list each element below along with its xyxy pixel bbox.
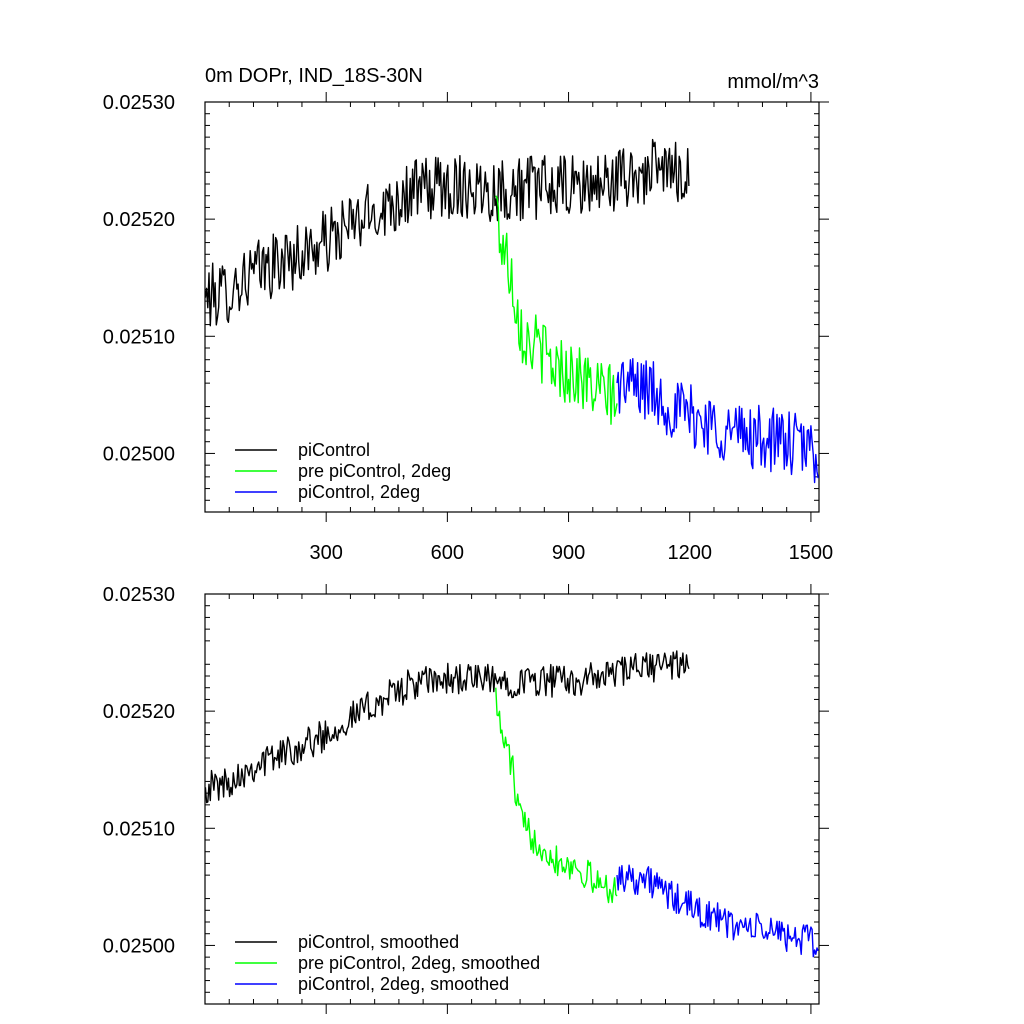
x-tick-label: 300 bbox=[309, 542, 342, 564]
legend-label: pre piControl, 2deg, smoothed bbox=[298, 953, 540, 973]
y-tick-label: 0.02500 bbox=[103, 443, 175, 465]
chart-panel-bottom: 0.02500 0.02510 0.02520 0.02530 piControl, s… bbox=[103, 584, 829, 1014]
x-tick-label: 1500 bbox=[789, 542, 834, 564]
chart-title: 0m DOPr, IND_18S-30N bbox=[205, 65, 423, 87]
y-tick-label: 0.02520 bbox=[103, 701, 175, 723]
series-line bbox=[495, 195, 618, 425]
y-tick-label: 0.02510 bbox=[103, 818, 175, 840]
legend-label: piControl, 2deg, smoothed bbox=[298, 974, 509, 994]
plot-frame bbox=[204, 101, 820, 513]
y-tick-label: 0.02500 bbox=[103, 935, 175, 957]
series-line bbox=[616, 358, 819, 484]
y-tick-label: 0.02530 bbox=[103, 92, 175, 114]
series-line bbox=[204, 650, 690, 804]
plot-frame bbox=[204, 593, 820, 1005]
legend-label: piControl bbox=[298, 440, 370, 460]
series-line bbox=[616, 864, 819, 958]
x-tick-label: 900 bbox=[552, 542, 585, 564]
series-line bbox=[204, 138, 690, 327]
x-tick-label: 1200 bbox=[667, 542, 712, 564]
chart-panel-top: 300 600 900 1200 1500 0.02500 0.02510 0.02520 0.… bbox=[103, 65, 833, 564]
x-tick-label: 600 bbox=[431, 542, 464, 564]
legend-label: piControl, smoothed bbox=[298, 932, 459, 952]
units-label: mmol/m^3 bbox=[727, 71, 819, 93]
legend-label: pre piControl, 2deg bbox=[298, 461, 451, 481]
y-tick-label: 0.02530 bbox=[103, 584, 175, 606]
y-tick-label: 0.02520 bbox=[103, 209, 175, 231]
legend-label: piControl, 2deg bbox=[298, 482, 420, 502]
series-line bbox=[495, 687, 618, 904]
y-tick-label: 0.02510 bbox=[103, 326, 175, 348]
